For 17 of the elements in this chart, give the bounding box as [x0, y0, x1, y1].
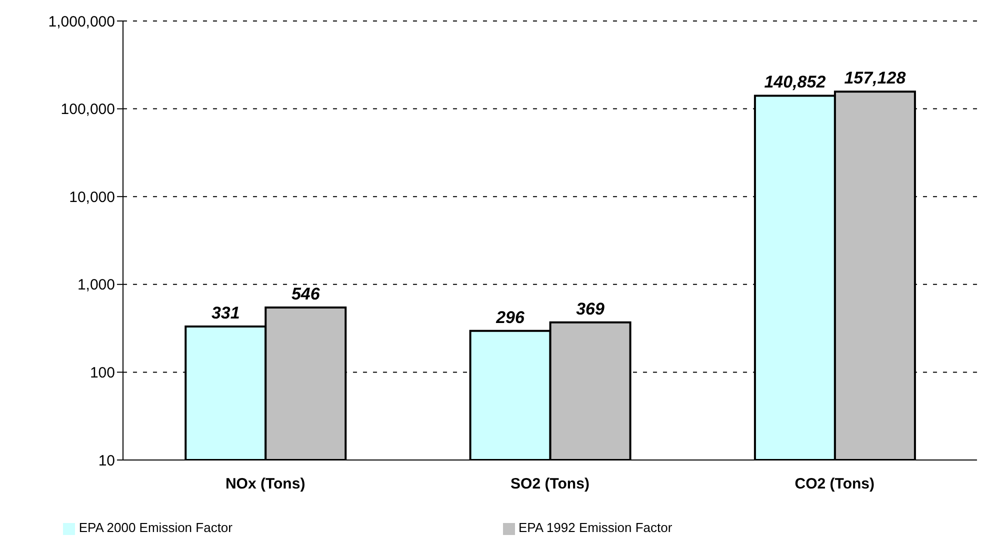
x-tick-label: SO2 (Tons): [510, 476, 590, 493]
data-label: 296: [495, 308, 526, 327]
x-tick-label: CO2 (Tons): [794, 476, 875, 493]
data-label: 157,128: [844, 68, 906, 88]
y-tick-label: 100,000: [60, 101, 115, 118]
y-tick-label: 1,000,000: [48, 13, 115, 30]
data-label: 331: [211, 304, 240, 323]
data-label: 369: [576, 299, 606, 318]
y-tick-label: 10,000: [69, 188, 115, 206]
legend-label: EPA 2000 Emission Factor: [78, 520, 232, 535]
data-label: 140,852: [764, 72, 826, 92]
x-tick-label: NOx (Tons): [225, 476, 306, 493]
legend-label: EPA 1992 Emission Factor: [518, 520, 672, 535]
data-label: 546: [291, 284, 320, 304]
y-tick-label: 1,000: [77, 276, 115, 294]
y-tick-label: 10: [98, 452, 115, 470]
y-tick-label: 100: [90, 364, 115, 382]
